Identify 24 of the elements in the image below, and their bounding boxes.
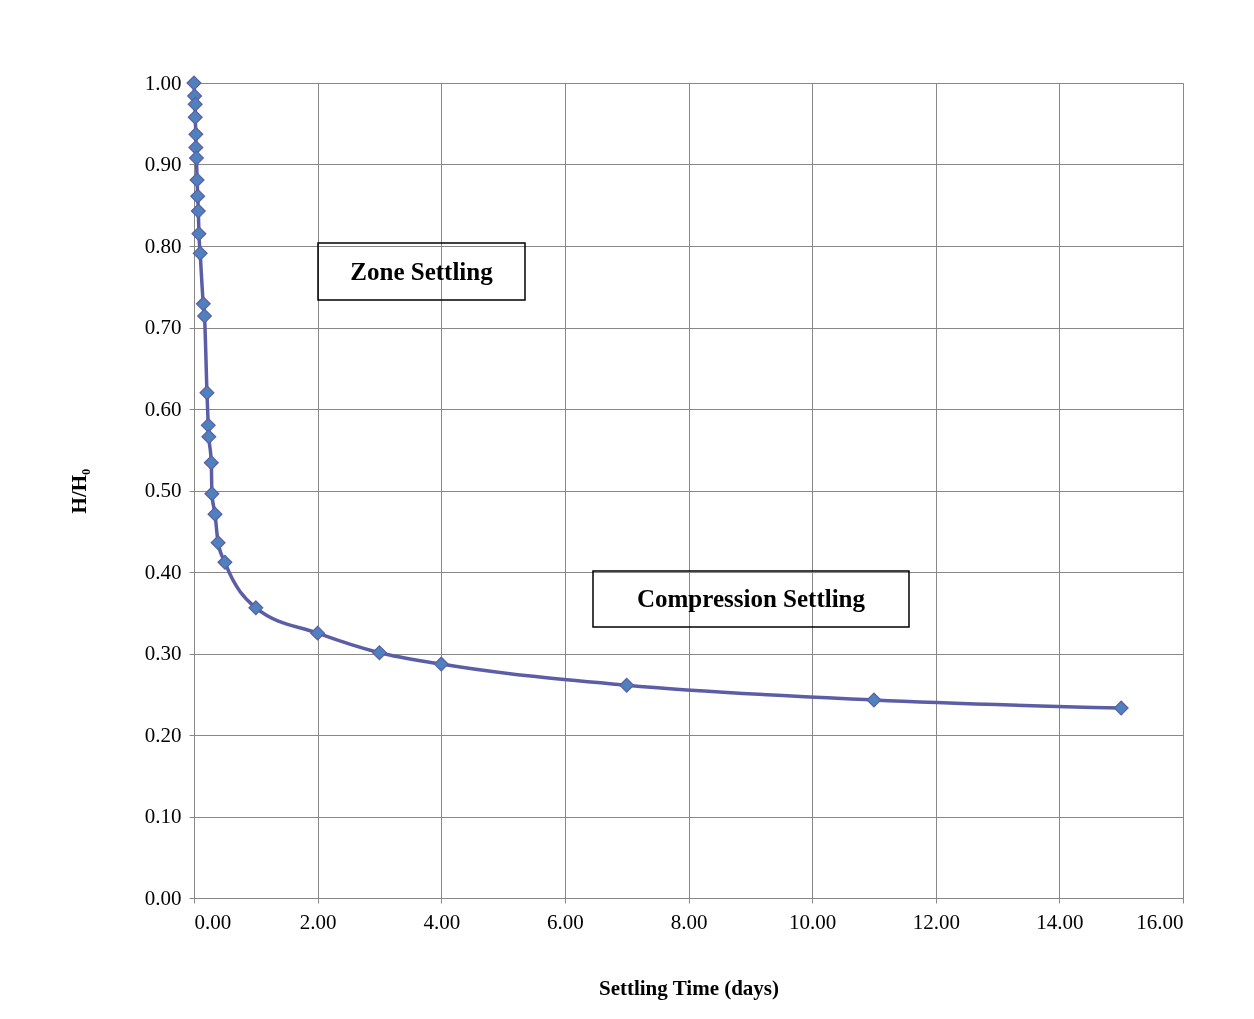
- x-tick-label: 0.00: [194, 909, 232, 934]
- x-tick-label: 8.00: [670, 909, 708, 934]
- y-tick-label: 0.50: [144, 478, 182, 502]
- x-tick-label: 14.00: [1036, 909, 1084, 934]
- y-tick-label: 1.00: [144, 70, 182, 95]
- y-tick-label: 0.90: [144, 152, 182, 176]
- y-tick-label: 0.40: [144, 559, 182, 584]
- y-axis-title: H/H₀: [66, 468, 91, 514]
- x-tick-label: 6.00: [547, 909, 584, 934]
- annotation: Zone Settling: [350, 257, 494, 285]
- y-tick-label: 0.60: [144, 396, 182, 421]
- annotation: Compression Settling: [636, 585, 866, 612]
- y-tick-label: 0.00: [144, 885, 182, 910]
- x-tick-label: 2.00: [299, 909, 337, 934]
- y-tick-label: 0.80: [144, 233, 182, 258]
- y-tick-label: 0.20: [144, 722, 182, 747]
- x-tick-label: 12.00: [912, 909, 960, 934]
- x-tick-label: 4.00: [423, 909, 461, 934]
- y-tick-label: 0.70: [144, 315, 182, 339]
- y-tick-label: 0.10: [144, 804, 182, 828]
- x-tick-label: 16.00: [1136, 909, 1184, 934]
- x-tick-label: 10.00: [789, 909, 837, 934]
- x-axis-title: Settling Time (days): [598, 975, 780, 1000]
- y-tick-label: 0.30: [144, 641, 182, 665]
